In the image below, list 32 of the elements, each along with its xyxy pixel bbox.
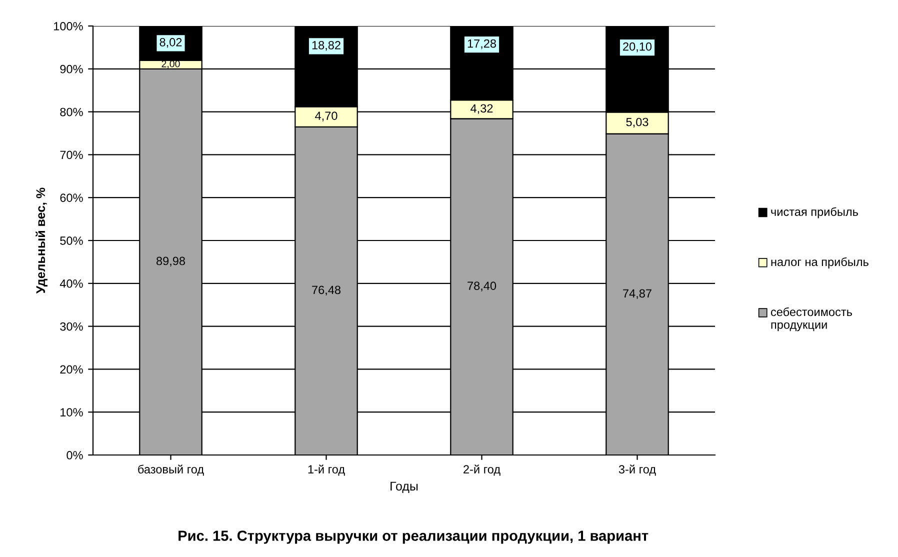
data-label: 74,87	[623, 289, 652, 299]
legend-label: чистая прибыль	[771, 207, 858, 218]
y-tick-label: 40%	[60, 279, 83, 288]
data-label: 76,48	[312, 286, 341, 296]
data-label: 78,40	[468, 282, 496, 292]
y-tick-label: 30%	[60, 322, 83, 331]
text: Рис. 15. Структура выручки от реализации продукции, 1 вариант	[178, 530, 648, 544]
data-label: 17,28	[468, 39, 496, 50]
y-tick-label: 20%	[60, 365, 83, 374]
data-label: 8,02	[160, 38, 182, 48]
y-axis-title: Удельный вес, %	[36, 188, 48, 294]
data-label: 18,82	[312, 40, 340, 51]
x-axis-title: Годы	[390, 482, 418, 493]
data-label: 20,10	[623, 42, 652, 52]
y-tick-label: 60%	[60, 194, 83, 202]
data-label: 4,32	[470, 104, 493, 114]
x-tick-label: 3-й год	[618, 464, 656, 476]
y-tick-label: 50%	[60, 236, 83, 245]
y-tick-label: 0%	[66, 451, 83, 460]
data-label: 4,70	[315, 112, 338, 122]
data-label: 5,03	[626, 118, 648, 128]
legend-label: налог на прибыль	[771, 257, 868, 268]
data-label: 89,98	[156, 256, 186, 267]
y-tick-label: 70%	[60, 150, 83, 160]
x-tick-label: 1-й год	[308, 464, 345, 476]
x-tick-label: базовый год	[138, 464, 204, 476]
x-tick-label: 2-й год	[464, 464, 500, 476]
y-tick-label: 80%	[60, 108, 83, 116]
y-tick-label: 90%	[60, 64, 83, 74]
y-tick-label: 10%	[60, 408, 83, 416]
legend-label: себестоимость продукции	[770, 307, 852, 332]
y-tick-label: 100%	[54, 22, 83, 30]
